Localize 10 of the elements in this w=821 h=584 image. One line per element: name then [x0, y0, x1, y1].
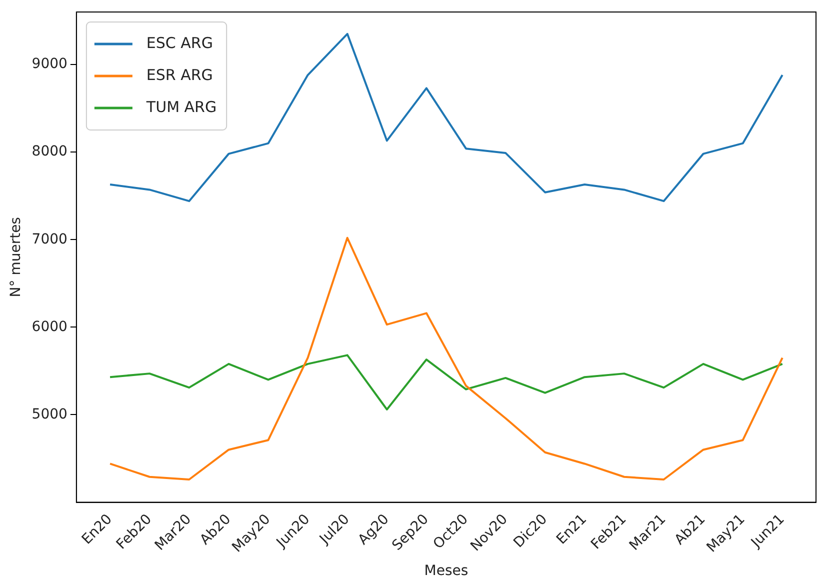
y-tick-label: 6000 [32, 318, 68, 335]
x-axis-title: Meses [424, 563, 468, 580]
y-axis-title: N° muertes [8, 217, 24, 298]
y-tick-label: 7000 [32, 231, 68, 248]
y-tick-label: 9000 [32, 56, 68, 72]
legend-label: TUM ARG [145, 98, 217, 116]
y-tick-label: 5000 [32, 406, 68, 422]
legend-label: ESR ARG [146, 66, 213, 84]
y-tick-label: 8000 [32, 144, 68, 160]
legend-label: ESC ARG [146, 34, 213, 52]
